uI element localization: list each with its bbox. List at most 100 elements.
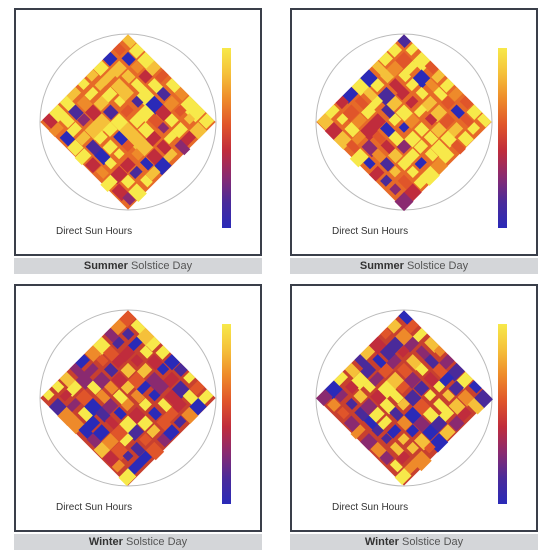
cell bbox=[389, 459, 403, 473]
cell bbox=[344, 122, 360, 138]
cell bbox=[353, 389, 368, 404]
cell bbox=[138, 398, 152, 412]
cell bbox=[111, 354, 126, 369]
cell bbox=[84, 86, 99, 101]
cell bbox=[121, 174, 136, 189]
heatmap: Direct Sun Hours bbox=[315, 309, 507, 513]
cell bbox=[102, 51, 118, 67]
cell bbox=[68, 104, 84, 121]
cell bbox=[387, 148, 403, 164]
cell bbox=[433, 345, 446, 358]
caption: Winter Solstice Day bbox=[290, 534, 538, 550]
cell bbox=[163, 354, 181, 371]
cell bbox=[413, 139, 429, 154]
cell bbox=[350, 424, 366, 440]
cell bbox=[122, 192, 136, 206]
cell bbox=[389, 165, 401, 178]
cell bbox=[413, 415, 431, 433]
cell bbox=[113, 406, 127, 420]
heatmap: Direct Sun Hours bbox=[39, 33, 231, 237]
cell bbox=[414, 157, 427, 170]
cell bbox=[424, 389, 437, 402]
cell bbox=[66, 122, 82, 138]
cell bbox=[371, 424, 384, 437]
cell bbox=[414, 122, 430, 137]
cell bbox=[438, 113, 455, 130]
cell bbox=[450, 104, 466, 119]
cell bbox=[432, 362, 449, 380]
cell bbox=[118, 468, 137, 487]
cell bbox=[131, 95, 144, 108]
cell bbox=[42, 389, 55, 401]
caption: Winter Solstice Day bbox=[14, 534, 262, 550]
cell bbox=[111, 371, 129, 389]
cell bbox=[111, 459, 125, 473]
cell bbox=[128, 43, 145, 59]
cell bbox=[405, 43, 419, 56]
cell bbox=[171, 122, 188, 139]
map-frame: Direct Sun Hours bbox=[14, 284, 262, 532]
cell bbox=[363, 415, 379, 431]
cell bbox=[447, 122, 464, 138]
cell bbox=[130, 319, 146, 335]
cell bbox=[404, 319, 419, 334]
cell bbox=[439, 78, 455, 93]
cell bbox=[136, 139, 154, 157]
compass-ring bbox=[315, 309, 493, 487]
cell bbox=[173, 415, 187, 429]
cell bbox=[368, 165, 385, 182]
cell bbox=[386, 424, 402, 439]
cell bbox=[387, 319, 402, 334]
cell bbox=[157, 122, 170, 134]
panel: Direct Sun Hours Winter Solstice Day bbox=[14, 284, 262, 552]
cell bbox=[163, 130, 178, 145]
cell bbox=[120, 362, 136, 379]
cell bbox=[396, 380, 410, 394]
season: Summer bbox=[83, 260, 128, 272]
cell bbox=[155, 69, 169, 83]
cell bbox=[75, 354, 91, 370]
cell bbox=[460, 113, 475, 128]
cell bbox=[104, 380, 119, 395]
cell bbox=[120, 104, 134, 118]
panel: Direct Sun Hours Summer Solstice Day bbox=[14, 8, 262, 276]
cell bbox=[119, 433, 134, 447]
cell bbox=[174, 139, 191, 156]
cell bbox=[448, 380, 464, 396]
cell bbox=[157, 397, 173, 413]
cell bbox=[137, 415, 153, 432]
color-bar bbox=[222, 48, 231, 228]
map-frame: Direct Sun Hours bbox=[290, 8, 538, 256]
cell bbox=[130, 441, 146, 457]
cell bbox=[130, 354, 144, 368]
site-diamond bbox=[315, 310, 493, 486]
cell bbox=[59, 389, 72, 402]
cell bbox=[415, 345, 431, 361]
cell bbox=[183, 113, 196, 125]
cell bbox=[121, 51, 136, 66]
cell bbox=[121, 327, 135, 341]
cell bbox=[370, 78, 385, 93]
cell bbox=[380, 69, 394, 84]
cell bbox=[405, 78, 419, 92]
cell bbox=[388, 113, 402, 127]
cell bbox=[368, 371, 384, 387]
cell bbox=[457, 130, 474, 147]
cell bbox=[354, 95, 370, 111]
cell bbox=[96, 354, 109, 367]
cell bbox=[368, 406, 385, 423]
cell bbox=[118, 86, 134, 103]
heatmap: Direct Sun Hours bbox=[315, 33, 507, 237]
cell bbox=[144, 60, 162, 77]
cell bbox=[121, 139, 135, 152]
cell bbox=[413, 380, 430, 397]
cell bbox=[324, 104, 340, 120]
cell bbox=[441, 95, 456, 110]
cell bbox=[173, 362, 188, 377]
cell bbox=[129, 165, 143, 180]
cell bbox=[467, 122, 481, 135]
cell bbox=[131, 148, 144, 161]
cell bbox=[398, 310, 414, 326]
cell bbox=[48, 122, 64, 137]
cell bbox=[397, 345, 410, 358]
